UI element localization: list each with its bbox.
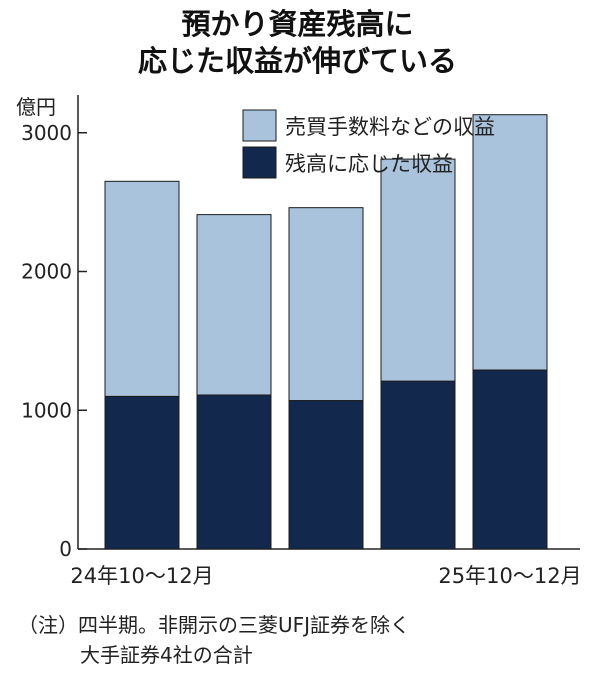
y-tick-label-1000: 1000 — [21, 398, 72, 422]
y-tick-label-0: 0 — [59, 537, 72, 561]
bar-commission-revenue-5 — [472, 114, 548, 371]
bar-commission-revenue-2 — [196, 214, 272, 396]
bar-balance-revenue-1 — [104, 395, 180, 550]
bar-commission-revenue-4 — [380, 158, 456, 382]
chart-title-line-1: 預かり資産残高に — [181, 7, 414, 41]
legend-swatch-2 — [242, 146, 277, 179]
bar-balance-revenue-3 — [288, 400, 364, 550]
footnote-line-2: 大手証券4社の合計 — [80, 643, 253, 667]
chart-title: 預かり資産残高に 応じた収益が伸びている — [0, 6, 595, 80]
bar-balance-revenue-4 — [380, 380, 456, 550]
y-axis-unit-label: 億円 — [16, 95, 56, 119]
bar-commission-revenue-3 — [288, 207, 364, 402]
footnote-line-1: （注）四半期。非開示の三菱UFJ証券を除く — [18, 613, 411, 637]
x-category-label-5: 25年10〜12月 — [438, 564, 581, 588]
chart-title-line-2: 応じた収益が伸びている — [137, 44, 457, 78]
legend-label-1: 売買手数料などの収益 — [285, 115, 495, 139]
bar-balance-revenue-5 — [472, 369, 548, 550]
y-tick-label-3000: 3000 — [21, 121, 72, 145]
bar-commission-revenue-1 — [104, 180, 180, 397]
legend-label-2: 残高に応じた収益 — [285, 152, 453, 176]
footnote: （注）四半期。非開示の三菱UFJ証券を除く 大手証券4社の合計 — [18, 610, 410, 670]
bar-balance-revenue-2 — [196, 394, 272, 550]
x-category-label-1: 24年10〜12月 — [70, 564, 213, 588]
legend-swatch-1 — [242, 109, 277, 142]
y-tick-label-2000: 2000 — [21, 260, 72, 284]
